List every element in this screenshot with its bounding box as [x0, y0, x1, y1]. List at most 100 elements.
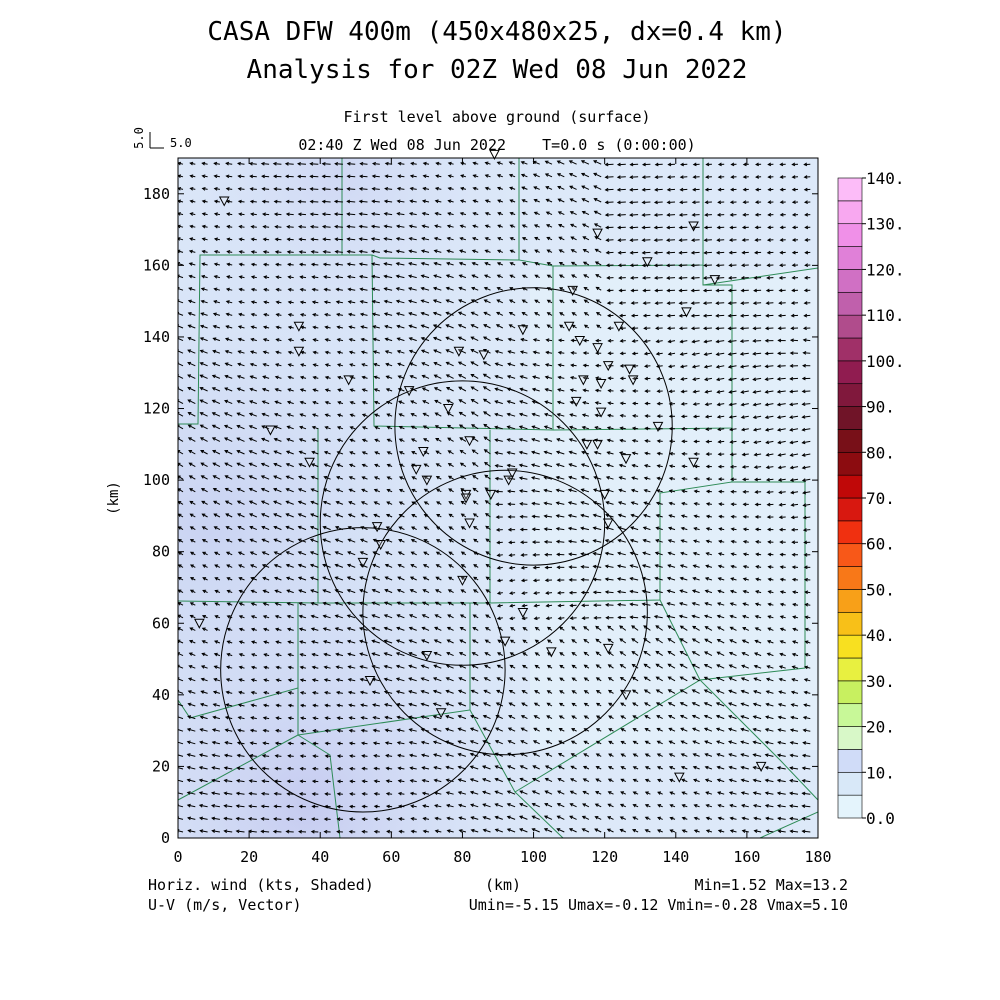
wind-vector — [595, 626, 602, 631]
wind-speed-shading — [178, 158, 820, 838]
wind-vector — [261, 792, 270, 795]
wind-vector-head — [764, 740, 769, 745]
wind-vector — [765, 365, 774, 368]
wind-vector — [495, 338, 503, 342]
wind-vector-head — [200, 449, 204, 454]
wind-vector — [471, 399, 479, 405]
wind-vector-head — [555, 450, 560, 455]
wind-vector-head — [715, 288, 720, 293]
wind-vector-head — [311, 438, 316, 442]
wind-vector-head — [188, 249, 193, 254]
wind-vector-head — [263, 653, 268, 657]
wind-vector — [213, 325, 221, 329]
wind-vector-head — [334, 538, 339, 542]
wind-vector — [372, 627, 380, 631]
wind-vector-head — [324, 804, 328, 809]
wind-vector-head — [559, 652, 564, 656]
wind-vector-head — [297, 525, 302, 530]
wind-vector-head — [629, 602, 634, 607]
wind-vector — [262, 400, 270, 405]
wind-vector-head — [593, 438, 599, 443]
wind-vector-head — [396, 601, 401, 606]
wind-vector-head — [322, 525, 327, 530]
wind-vector — [273, 463, 282, 468]
wind-vector — [679, 264, 688, 267]
wind-vector-head — [361, 476, 366, 480]
wind-vector-head — [385, 766, 390, 771]
wind-vector-head — [421, 601, 426, 606]
wind-vector — [557, 815, 565, 820]
wind-vector-head — [679, 676, 684, 680]
wind-vector-head — [631, 463, 636, 468]
wind-vector-head — [791, 263, 796, 268]
wind-vector-head — [469, 752, 474, 757]
wind-vector — [777, 415, 786, 419]
wind-vector-head — [704, 638, 709, 643]
wind-vector — [199, 817, 208, 820]
wind-vector-head — [312, 766, 317, 771]
wind-vector-head — [654, 288, 659, 293]
wind-vector-head — [360, 716, 365, 720]
wind-vector — [409, 703, 417, 707]
wind-vector-head — [606, 463, 611, 468]
wind-vector-head — [544, 578, 549, 583]
wind-vector-head — [569, 400, 574, 405]
wind-vector — [385, 716, 393, 720]
wind-vector-head — [458, 399, 463, 403]
wind-vector — [335, 602, 344, 606]
wind-vector — [178, 830, 184, 833]
wind-vector — [347, 263, 356, 266]
wind-vector-head — [274, 237, 279, 242]
wind-vector — [532, 815, 540, 820]
wind-vector — [311, 501, 319, 505]
wind-vector-head — [335, 488, 340, 492]
wind-vector-head — [408, 677, 413, 681]
wind-vector-head — [582, 261, 587, 266]
wind-vector-head — [556, 565, 561, 570]
wind-vector-head — [716, 390, 721, 394]
wind-vector-head — [717, 427, 722, 432]
wind-vector-head — [198, 803, 203, 808]
wind-vector-head — [371, 690, 376, 695]
wind-vector-head — [705, 816, 710, 821]
wind-vector — [384, 250, 393, 253]
wind-vector-head — [568, 450, 573, 455]
wind-vector-head — [472, 589, 477, 593]
wind-vector — [630, 590, 639, 594]
wind-vector-head — [435, 476, 440, 480]
wind-vector-head — [595, 778, 600, 782]
wind-vector — [778, 830, 786, 833]
wind-vector — [299, 438, 307, 442]
wind-vector — [729, 753, 737, 757]
wind-vector-head — [801, 753, 806, 758]
wind-vector-head — [187, 412, 192, 416]
wind-vector-head — [495, 527, 500, 532]
wind-vector — [360, 665, 368, 669]
wind-vector-head — [644, 426, 649, 431]
wind-vector-head — [764, 415, 769, 420]
wind-vector-head — [531, 488, 536, 493]
wind-vector-head — [434, 425, 439, 429]
wind-vector — [213, 691, 221, 694]
wind-vector — [728, 352, 737, 355]
wind-vector-head — [742, 514, 747, 519]
wind-vector-head — [802, 728, 807, 733]
wind-vector-head — [335, 300, 340, 304]
wind-vector-head — [262, 338, 267, 342]
wind-vector — [274, 564, 282, 568]
wind-vector-head — [202, 577, 207, 581]
wind-vector — [803, 491, 811, 494]
wind-vector — [544, 413, 553, 417]
wind-vector — [201, 690, 208, 694]
wind-vector-head — [470, 702, 475, 706]
wind-vector — [716, 728, 725, 732]
wind-vector-head — [742, 589, 747, 594]
wind-vector-head — [630, 501, 635, 505]
wind-vector-head — [704, 414, 709, 419]
wind-vector-head — [347, 513, 352, 518]
wind-vector-head — [346, 639, 351, 644]
wind-vector-head — [187, 424, 192, 428]
wind-vector — [728, 728, 737, 732]
wind-vector-head — [605, 238, 610, 242]
wind-vector-head — [641, 564, 646, 568]
